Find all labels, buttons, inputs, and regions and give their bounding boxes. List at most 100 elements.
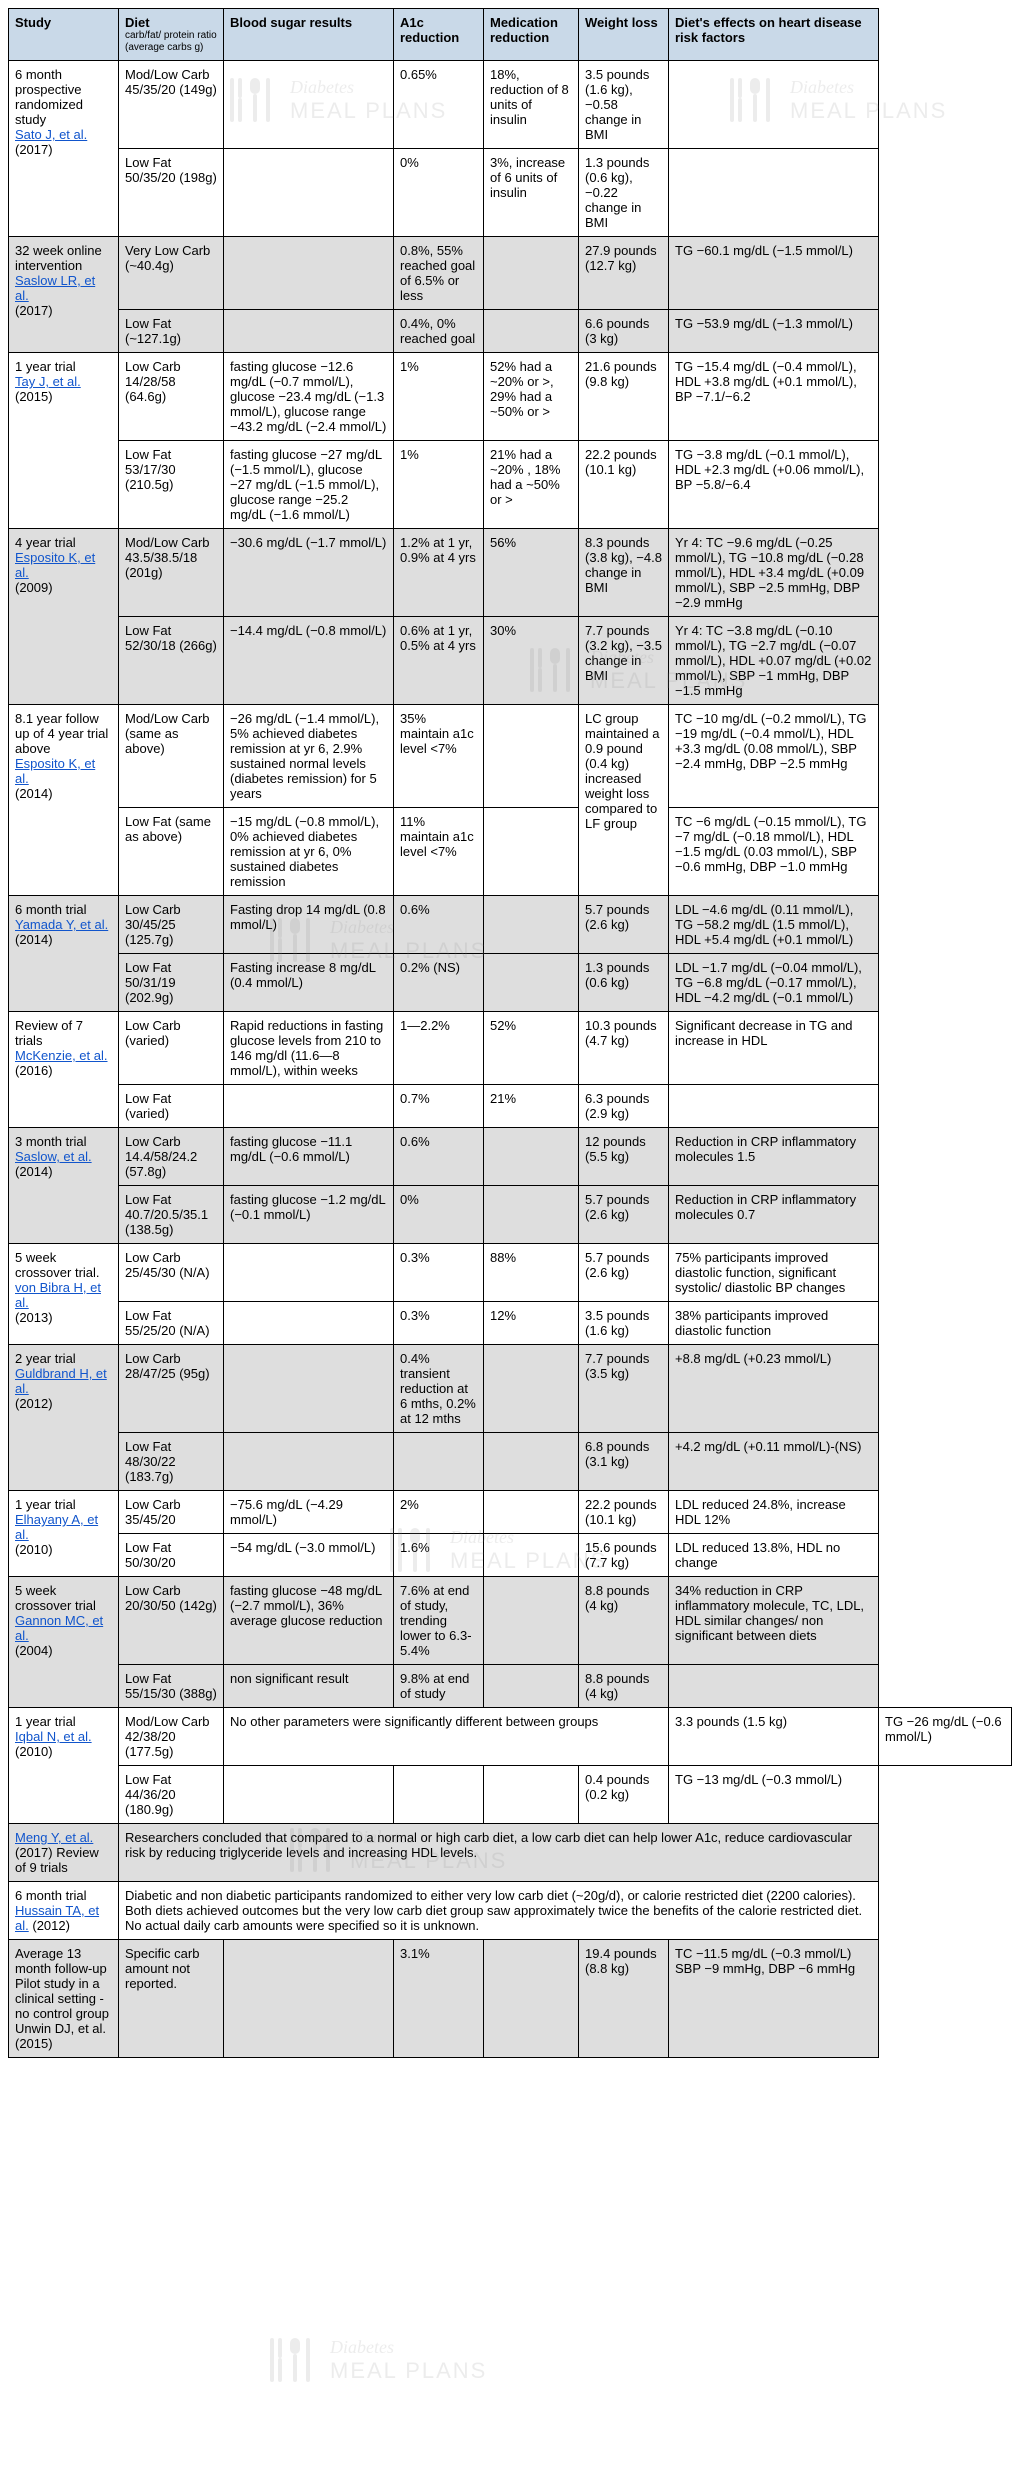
table-row: Low Fat 55/15/30 (388g)non significant r…: [9, 1665, 1012, 1708]
study-cell: 32 week online interventionSaslow LR, et…: [9, 237, 119, 353]
study-ref-link[interactable]: McKenzie, et al.: [15, 1048, 108, 1063]
study-ref-link[interactable]: Tay J, et al.: [15, 374, 81, 389]
table-row: 2 year trialGuldbrand H, et al. (2012)Lo…: [9, 1345, 1012, 1433]
table-row: Low Fat 40.7/20.5/35.1 (138.5g)fasting g…: [9, 1186, 1012, 1244]
heart-cell: LDL reduced 24.8%, increase HDL 12%: [669, 1491, 879, 1534]
a1c-cell: 0.65%: [394, 61, 484, 149]
med-cell: 21% had a ~20% , 18% had a ~50% or >: [484, 441, 579, 529]
study-ref-link[interactable]: Meng Y, et al.: [15, 1830, 93, 1845]
a1c-cell: 0.8%, 55% reached goal of 6.5% or less: [394, 237, 484, 310]
heart-cell: TG −26 mg/dL (−0.6 mmol/L): [879, 1708, 1012, 1766]
heart-cell: +8.8 mg/dL (+0.23 mmol/L): [669, 1345, 879, 1433]
a1c-cell: 0.6%: [394, 896, 484, 954]
blood-cell: fasting glucose −11.1 mg/dL (−0.6 mmol/L…: [224, 1128, 394, 1186]
study-ref-link[interactable]: Saslow LR, et al.: [15, 273, 95, 303]
table-row: Low Fat 52/30/18 (266g)−14.4 mg/dL (−0.8…: [9, 617, 1012, 705]
watermark-line1: Diabetes: [330, 2337, 487, 2358]
a1c-cell: 2%: [394, 1491, 484, 1534]
study-ref-link[interactable]: Yamada Y, et al.: [15, 917, 108, 932]
a1c-cell: 3.1%: [394, 1940, 484, 2058]
diet-cell: Low Fat 50/35/20 (198g): [119, 149, 224, 237]
weight-cell: 3.5 pounds (1.6 kg), −0.58 change in BMI: [579, 61, 669, 149]
table-row: 5 week crossover trial.von Bibra H, et a…: [9, 1244, 1012, 1302]
diet-cell: Mod/Low Carb 45/35/20 (149g): [119, 61, 224, 149]
diet-cell: Low Fat 55/15/30 (388g): [119, 1665, 224, 1708]
diet-cell: Low Carb 14.4/58/24.2 (57.8g): [119, 1128, 224, 1186]
study-ref-link[interactable]: Sato J, et al.: [15, 127, 87, 142]
summary-cell: Diabetic and non diabetic participants r…: [119, 1882, 879, 1940]
study-year: (2013): [15, 1310, 53, 1325]
a1c-cell: 1%: [394, 353, 484, 441]
study-pre: 1 year trial: [15, 1497, 76, 1512]
diet-cell: Low Fat 53/17/30 (210.5g): [119, 441, 224, 529]
blood-cell: −30.6 mg/dL (−1.7 mmol/L): [224, 529, 394, 617]
blood-cell: Fasting increase 8 mg/dL (0.4 mmol/L): [224, 954, 394, 1012]
a1c-cell: 9.8% at end of study: [394, 1665, 484, 1708]
study-ref-link[interactable]: Gannon MC, et al.: [15, 1613, 103, 1643]
weight-cell: 12 pounds (5.5 kg): [579, 1128, 669, 1186]
table-row: 8.1 year follow up of 4 year trial above…: [9, 705, 1012, 808]
heart-cell: [669, 1085, 879, 1128]
a1c-cell: 0.6%: [394, 1128, 484, 1186]
study-pre: 8.1 year follow up of 4 year trial above: [15, 711, 108, 756]
study-cell: 6 month trialYamada Y, et al. (2014): [9, 896, 119, 1012]
study-ref-link[interactable]: Saslow, et al.: [15, 1149, 92, 1164]
study-year: (2010): [15, 1542, 53, 1557]
diet-cell: Low Carb 20/30/50 (142g): [119, 1577, 224, 1665]
heart-cell: Reduction in CRP inflammatory molecules …: [669, 1128, 879, 1186]
study-ref-link[interactable]: Iqbal N, et al.: [15, 1729, 92, 1744]
a1c-cell: 0.4% transient reduction at 6 mths, 0.2%…: [394, 1345, 484, 1433]
blood-cell: −75.6 mg/dL (−4.29 mmol/L): [224, 1491, 394, 1534]
study-ref-link[interactable]: Elhayany A, et al.: [15, 1512, 98, 1542]
med-cell: [484, 1577, 579, 1665]
blood-cell: [224, 310, 394, 353]
weight-cell: 22.2 pounds (10.1 kg): [579, 441, 669, 529]
table-row: 5 week crossover trialGannon MC, et al. …: [9, 1577, 1012, 1665]
col-heart: Diet's effects on heart disease risk fac…: [669, 9, 879, 61]
study-pre: 5 week crossover trial: [15, 1583, 96, 1613]
study-ref-link[interactable]: Guldbrand H, et al.: [15, 1366, 107, 1396]
a1c-cell: [394, 1433, 484, 1491]
table-row: Low Fat 55/25/20 (N/A)0.3%12%3.5 pounds …: [9, 1302, 1012, 1345]
utensils-icon: [260, 2330, 320, 2390]
study-pre: 32 week online intervention: [15, 243, 102, 273]
a1c-cell: 1%: [394, 441, 484, 529]
med-cell: 18%, reduction of 8 units of insulin: [484, 61, 579, 149]
study-ref-link[interactable]: von Bibra H, et al.: [15, 1280, 101, 1310]
study-pre: Average 13 month follow-up Pilot study i…: [15, 1946, 109, 2051]
a1c-cell: 1.2% at 1 yr, 0.9% at 4 yrs: [394, 529, 484, 617]
a1c-cell: 0.3%: [394, 1302, 484, 1345]
col-study: Study: [9, 9, 119, 61]
weight-cell: 0.4 pounds (0.2 kg): [579, 1766, 669, 1824]
heart-cell: TG −15.4 mg/dL (−0.4 mmol/L), HDL +3.8 m…: [669, 353, 879, 441]
study-cell: 4 year trialEsposito K, et al. (2009): [9, 529, 119, 705]
med-cell: 52% had a ~20% or >, 29% had a ~50% or >: [484, 353, 579, 441]
table-row: Low Fat (same as above)−15 mg/dL (−0.8 m…: [9, 808, 1012, 896]
heart-cell: TG −60.1 mg/dL (−1.5 mmol/L): [669, 237, 879, 310]
med-cell: 56%: [484, 529, 579, 617]
study-pre: 5 week crossover trial.: [15, 1250, 100, 1280]
weight-cell: 27.9 pounds (12.7 kg): [579, 237, 669, 310]
blood-cell: Fasting drop 14 mg/dL (0.8 mmol/L): [224, 896, 394, 954]
diet-cell: Low Carb 28/47/25 (95g): [119, 1345, 224, 1433]
study-year: (2016): [15, 1063, 53, 1078]
heart-cell: TC −10 mg/dL (−0.2 mmol/L), TG −19 mg/dL…: [669, 705, 879, 808]
blood-cell: −26 mg/dL (−1.4 mmol/L), 5% achieved dia…: [224, 705, 394, 808]
heart-cell: TC −6 mg/dL (−0.15 mmol/L), TG −7 mg/dL …: [669, 808, 879, 896]
study-ref-link[interactable]: Esposito K, et al.: [15, 756, 95, 786]
study-year: (2017) Review of 9 trials: [15, 1845, 99, 1875]
heart-cell: [669, 149, 879, 237]
blood-cell: fasting glucose −27 mg/dL (−1.5 mmol/L),…: [224, 441, 394, 529]
heart-cell: LDL reduced 13.8%, HDL no change: [669, 1534, 879, 1577]
study-cell: 6 month trial Hussain TA, et al. (2012): [9, 1882, 119, 1940]
blood-cell: fasting glucose −12.6 mg/dL (−0.7 mmol/L…: [224, 353, 394, 441]
diet-cell: Very Low Carb (~40.4g): [119, 237, 224, 310]
a1c-cell: 1—2.2%: [394, 1012, 484, 1085]
study-pre: 1 year trial: [15, 1714, 76, 1729]
study-pre: 1 year trial: [15, 359, 76, 374]
col-weight: Weight loss: [579, 9, 669, 61]
blood-cell: [224, 1302, 394, 1345]
med-cell: [484, 896, 579, 954]
col-med: Medication reduction: [484, 9, 579, 61]
study-ref-link[interactable]: Esposito K, et al.: [15, 550, 95, 580]
